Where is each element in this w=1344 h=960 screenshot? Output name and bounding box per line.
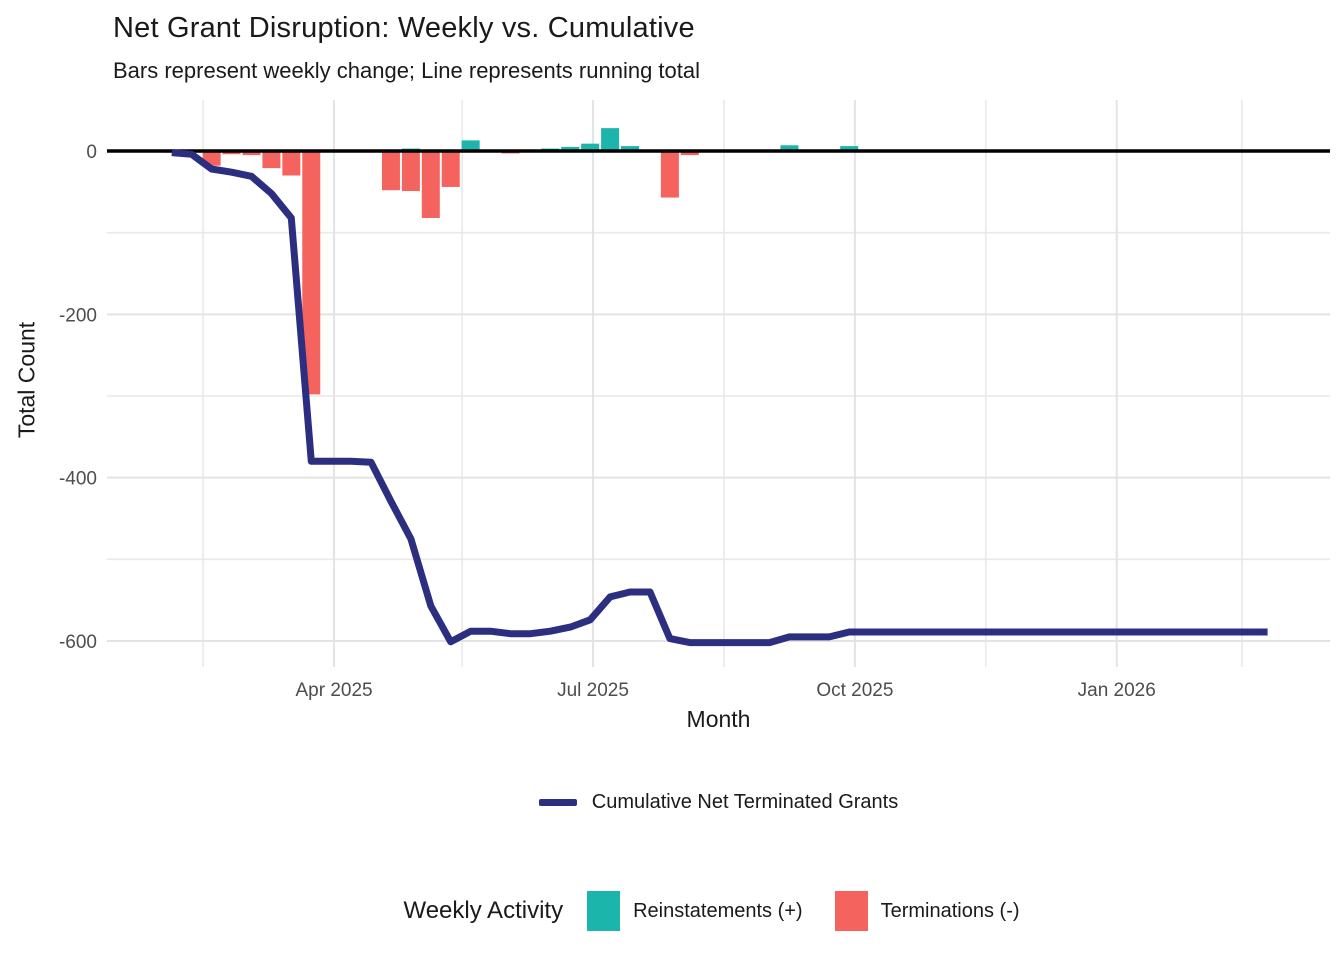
termination-bar bbox=[302, 151, 321, 395]
cumulative-line-swatch bbox=[538, 798, 577, 806]
termination-bar bbox=[401, 151, 420, 192]
termination-bar bbox=[680, 151, 699, 156]
x-tick-label: Jan 2026 bbox=[1078, 680, 1156, 701]
terminations-swatch bbox=[834, 891, 868, 931]
termination-bar bbox=[242, 151, 261, 156]
termination-bar bbox=[441, 151, 460, 187]
legend-entry-reinstatements: Reinstatements (+) bbox=[587, 891, 803, 931]
reinstatement-bar bbox=[780, 145, 799, 151]
axis-tick-labels: 0 -200 -400 -600 Apr 2025 Jul 2025 Oct 2025 Jan… bbox=[59, 142, 1156, 701]
chart-subtitle: Bars represent weekly change; Line repre… bbox=[113, 58, 701, 83]
chart-canvas: 0 -200 -400 -600 Apr 2025 Jul 2025 Oct 2025 Jan… bbox=[59, 100, 1330, 701]
y-tick-label: -400 bbox=[59, 469, 97, 490]
terminations-label: Terminations (-) bbox=[880, 899, 1020, 922]
reinstatement-bar bbox=[581, 143, 600, 151]
weekly-bars bbox=[162, 128, 859, 395]
termination-bar bbox=[421, 151, 440, 218]
reinstatement-bar bbox=[601, 128, 620, 151]
termination-bar bbox=[660, 151, 679, 198]
x-tick-label: Jul 2025 bbox=[557, 680, 629, 701]
bar-legend: Weekly Activity Reinstatements (+) Termi… bbox=[107, 882, 1330, 940]
x-tick-label: Apr 2025 bbox=[295, 680, 372, 701]
reinstatement-bar bbox=[840, 146, 859, 151]
grid-major bbox=[107, 100, 1330, 667]
reinstatement-bar bbox=[461, 140, 480, 151]
termination-bar bbox=[282, 151, 301, 176]
line-legend: Cumulative Net Terminated Grants bbox=[107, 786, 1330, 818]
y-tick-label: -200 bbox=[59, 305, 97, 326]
legend-entry-terminations: Terminations (-) bbox=[834, 891, 1020, 931]
reinstatement-bar bbox=[621, 146, 640, 151]
reinstatements-label: Reinstatements (+) bbox=[633, 899, 803, 922]
y-tick-label: -600 bbox=[59, 632, 97, 653]
x-tick-label: Oct 2025 bbox=[816, 680, 893, 701]
y-axis-title: Total Count bbox=[13, 321, 40, 439]
cumulative-line bbox=[171, 149, 1268, 647]
reinstatement-bar bbox=[561, 146, 580, 151]
y-tick-label: 0 bbox=[86, 142, 97, 163]
termination-bar bbox=[262, 151, 281, 169]
bar-legend-title: Weekly Activity bbox=[403, 897, 564, 924]
chart-title: Net Grant Disruption: Weekly vs. Cumulat… bbox=[113, 12, 695, 44]
reinstatements-swatch bbox=[587, 891, 621, 931]
termination-bar bbox=[381, 151, 400, 191]
x-axis-title: Month bbox=[686, 706, 751, 732]
line-legend-label: Cumulative Net Terminated Grants bbox=[591, 790, 899, 813]
grid-minor bbox=[107, 100, 1330, 667]
